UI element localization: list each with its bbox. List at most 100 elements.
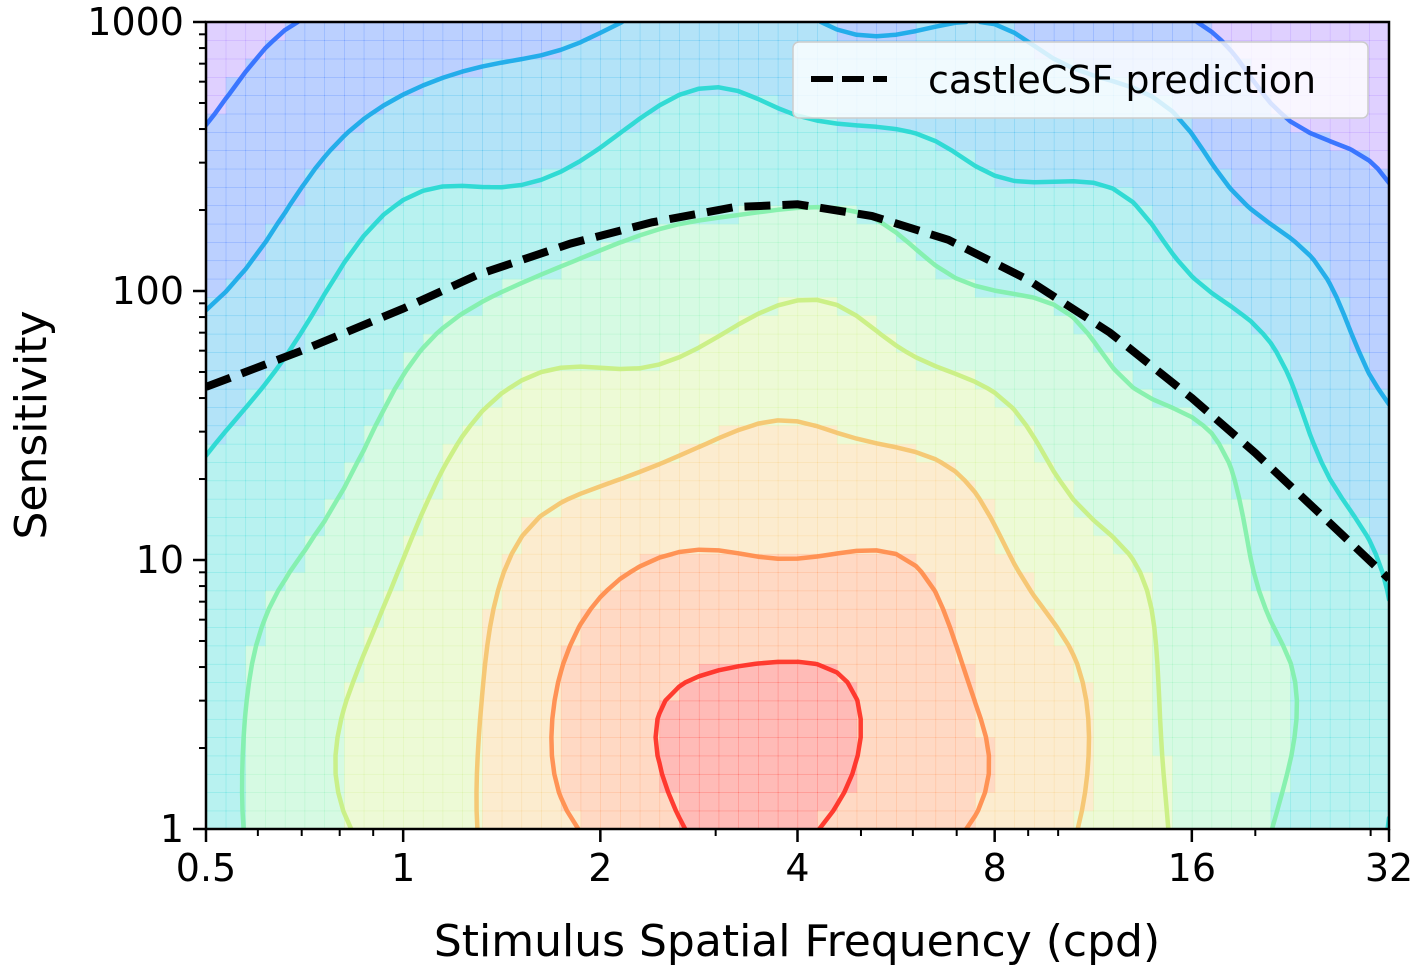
contour-fill-cell	[777, 333, 799, 353]
contour-fill-cell	[206, 535, 227, 555]
contour-fill-cell	[501, 682, 523, 702]
contour-fill-cell	[896, 150, 917, 170]
contour-fill-cell	[679, 260, 700, 280]
contour-line	[474, 418, 1092, 829]
contour-fill-cell	[600, 95, 621, 115]
contour-fill-cell	[1073, 242, 1094, 262]
contour-fill-cell	[422, 645, 444, 665]
contour-fill-cell	[836, 480, 858, 500]
contour-fill-cell	[265, 663, 286, 683]
contour-fill-cell	[501, 608, 523, 628]
contour-fill-cell	[758, 242, 779, 262]
contour-fill-cell	[639, 315, 661, 335]
contour-fill-cell	[856, 132, 877, 151]
contour-fill-cell	[1211, 388, 1232, 408]
contour-fill-cell	[560, 168, 582, 188]
contour-fill-cell	[738, 663, 759, 683]
contour-fill-cell	[403, 242, 424, 262]
contour-fill-cell	[1349, 315, 1370, 335]
contour-fill-cell	[955, 22, 976, 41]
contour-fill-cell	[1191, 553, 1213, 573]
contour-fill-cell	[501, 187, 523, 207]
contour-fill-cell	[876, 645, 897, 665]
contour-fill-cell	[620, 773, 641, 793]
contour-fill-cell	[1152, 498, 1173, 518]
contour-fill-cell	[974, 810, 996, 829]
contour-fill-cell	[718, 113, 739, 133]
contour-fill-cell	[659, 132, 680, 151]
contour-fill-cell	[1290, 645, 1311, 665]
contour-fill-cell	[1034, 388, 1055, 408]
contour-fill-cell	[1073, 168, 1094, 188]
contour-fill-cell	[1014, 443, 1035, 463]
contour-fill-cell	[935, 700, 956, 720]
contour-fill-cell	[442, 810, 463, 829]
contour-fill-cell	[1014, 407, 1035, 427]
contour-fill-cell	[383, 443, 404, 463]
contour-fill-cell	[1073, 333, 1094, 353]
contour-fill-cell	[501, 95, 523, 115]
contour-fill-cell	[304, 58, 325, 78]
contour-fill-cell	[442, 480, 463, 500]
contour-fill-cell	[718, 480, 739, 500]
contour-fill-cell	[482, 480, 503, 500]
contour-fill-cell	[1112, 810, 1134, 829]
contour-fill-cell	[482, 682, 503, 702]
contour-fill-cell	[442, 773, 463, 793]
contour-fill-cell	[659, 333, 680, 353]
legend-label: castleCSF prediction	[928, 58, 1316, 102]
contour-fill-cell	[876, 278, 897, 298]
contour-fill-cell	[738, 682, 759, 702]
contour-fill-cell	[1270, 590, 1292, 610]
contour-fill-cell	[639, 242, 661, 262]
contour-fill-cell	[974, 297, 996, 317]
contour-fill-cell	[403, 333, 424, 353]
contour-fill-cell	[915, 682, 937, 702]
contour-fill-cell	[1349, 407, 1370, 427]
contour-fill-cell	[304, 718, 325, 738]
contour-fill-cell	[836, 315, 858, 335]
contour-fill-cell	[284, 737, 306, 757]
contour-fill-cell	[225, 608, 247, 628]
contour-fill-cell	[1014, 517, 1035, 537]
contour-fill-cell	[1329, 242, 1351, 262]
contour-fill-cell	[501, 333, 523, 353]
contour-fill-cell	[1172, 535, 1193, 555]
contour-fill-cell	[817, 737, 838, 757]
contour-fill-cell	[698, 150, 720, 170]
contour-fill-cell	[1270, 700, 1292, 720]
contour-fill-cell	[422, 297, 444, 317]
contour-fill-cell	[777, 22, 799, 41]
contour-fill-cell	[442, 40, 463, 60]
contour-fill-cell	[876, 700, 897, 720]
contour-fill-cell	[560, 700, 582, 720]
contour-fill-cell	[324, 260, 345, 280]
contour-fill-cell	[1349, 645, 1370, 665]
contour-fill-cell	[876, 553, 897, 573]
contour-fill-cell	[344, 352, 365, 372]
contour-fill-cell	[1231, 755, 1252, 775]
contour-fill-cell	[659, 608, 680, 628]
contour-fill-cell	[698, 608, 720, 628]
contour-fill-cell	[521, 682, 542, 702]
contour-fill-cell	[284, 132, 306, 151]
contour-fill-cell	[679, 590, 700, 610]
contour-fill-cell	[521, 443, 542, 463]
contour-fill-cell	[1014, 773, 1035, 793]
contour-fill-cell	[225, 168, 247, 188]
contour-fill-cell	[620, 297, 641, 317]
contour-fill-cell	[1014, 388, 1035, 408]
contour-fill-cell	[363, 553, 385, 573]
contour-fill-cell	[541, 462, 562, 482]
contour-fill-cell	[442, 700, 463, 720]
contour-fill-cell	[383, 718, 404, 738]
contour-fill-cell	[363, 773, 385, 793]
contour-fill-cell	[876, 810, 897, 829]
contour-fill-cell	[521, 205, 542, 225]
contour-fill-cell	[994, 223, 1015, 243]
contour-fill-cell	[797, 737, 818, 757]
contour-fill-cell	[482, 242, 503, 262]
contour-fill-cell	[1112, 627, 1134, 647]
contour-fill-cell	[1329, 407, 1351, 427]
contour-fill-cell	[758, 572, 779, 592]
